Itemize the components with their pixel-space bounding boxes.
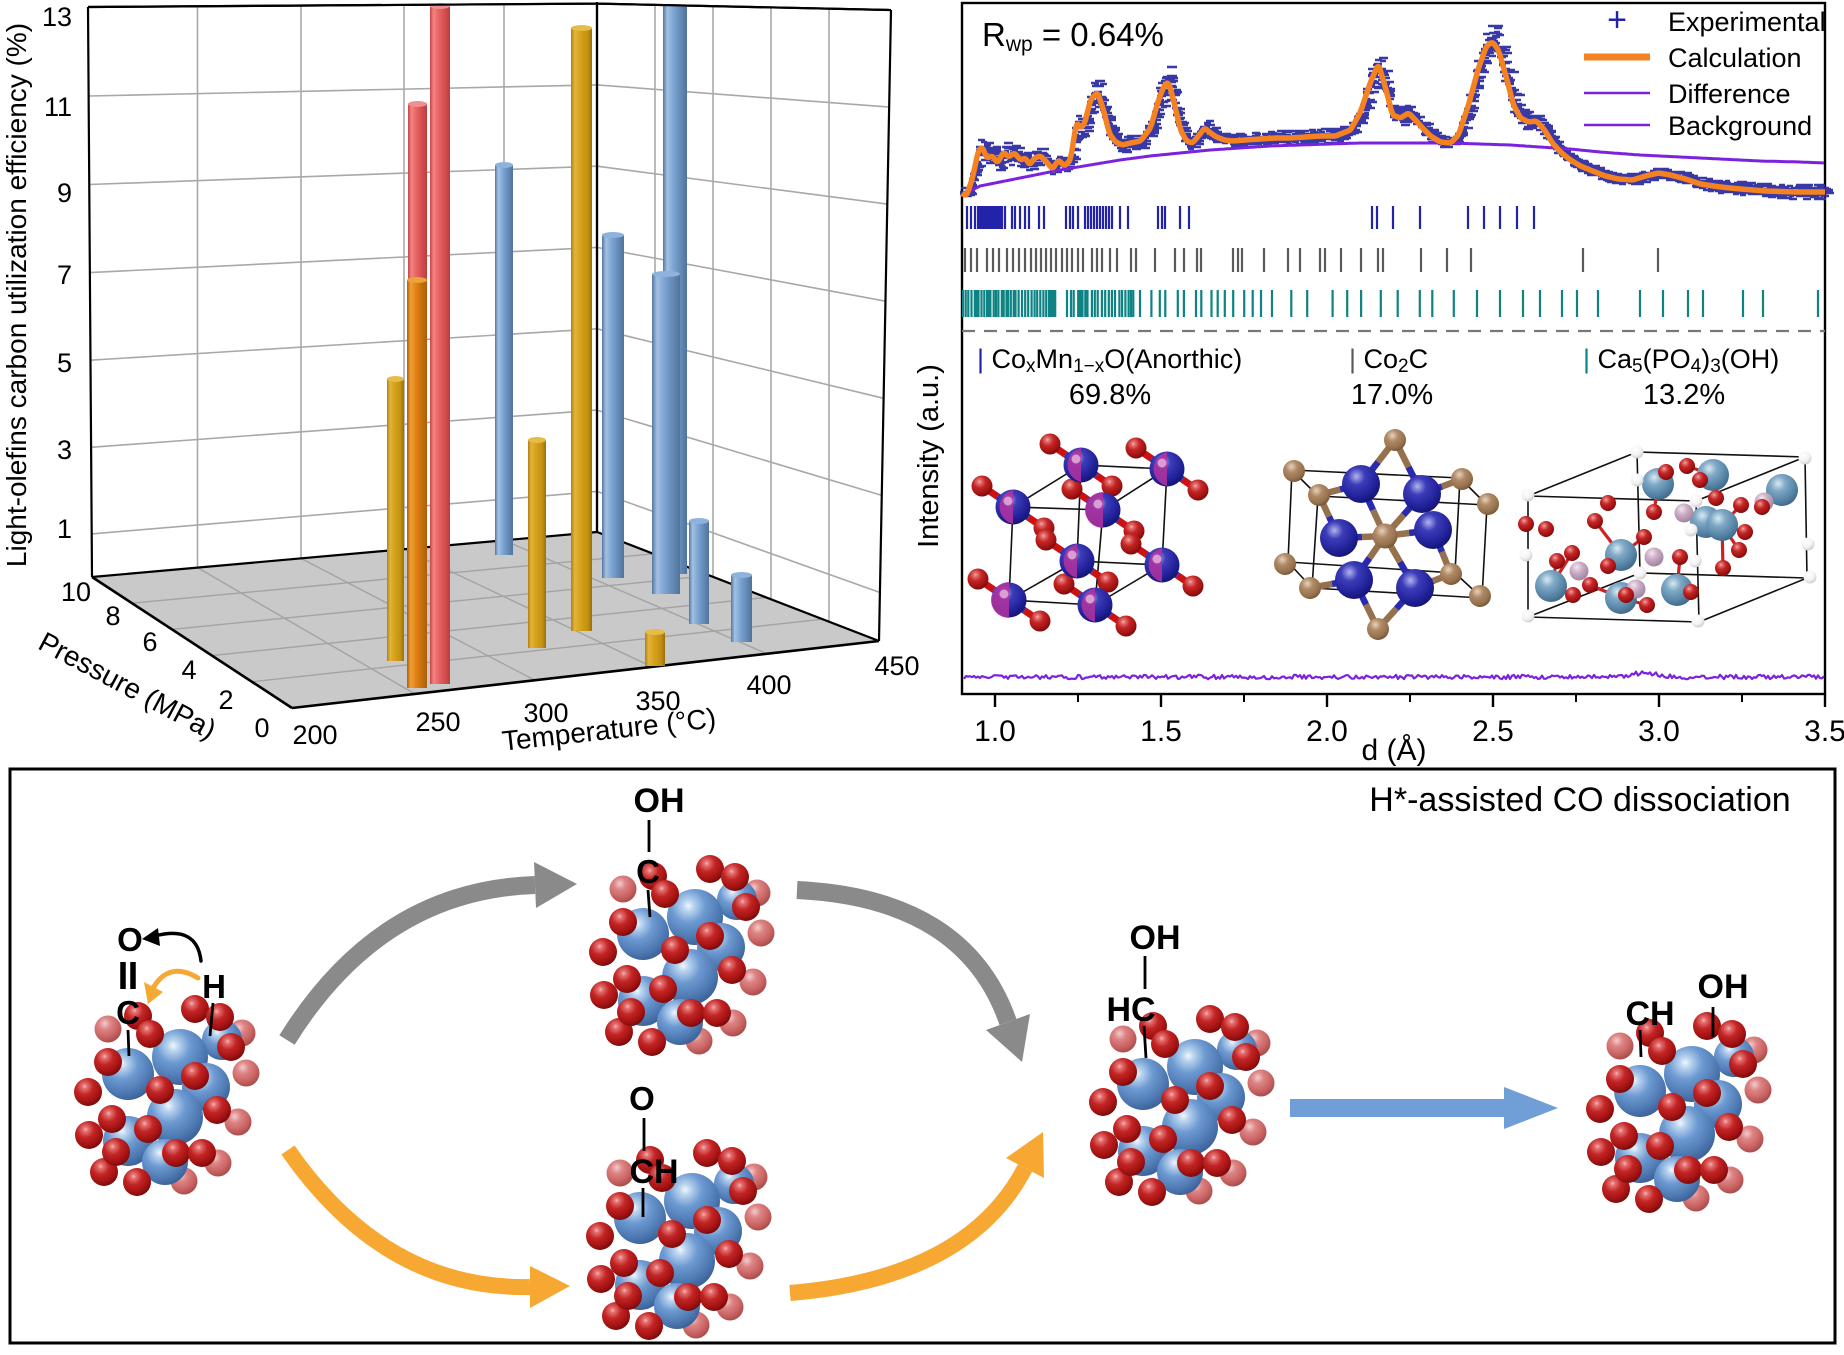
svg-text:2.5: 2.5 (1472, 715, 1514, 748)
svg-text:H: H (202, 968, 226, 1005)
svg-text:Experimental: Experimental (1668, 7, 1826, 37)
svg-text:+: + (1607, 1, 1627, 39)
svg-text:3: 3 (57, 435, 72, 465)
svg-text:CH: CH (1625, 995, 1674, 1033)
svg-text:O: O (117, 921, 143, 958)
svg-text:| Co2C: | Co2C (1349, 344, 1428, 377)
svg-text:11: 11 (44, 92, 72, 122)
svg-text:Calculation: Calculation (1668, 43, 1802, 73)
svg-text:Light-olefins carbon utilizati: Light-olefins carbon utilization efficie… (1, 23, 32, 567)
svg-text:9: 9 (57, 178, 72, 208)
svg-text:1: 1 (57, 514, 72, 544)
svg-text:7: 7 (57, 260, 72, 290)
svg-text:8: 8 (105, 601, 120, 631)
svg-text:OH: OH (1130, 919, 1181, 957)
svg-text:3.5: 3.5 (1804, 715, 1844, 748)
svg-text:17.0%: 17.0% (1351, 379, 1433, 411)
svg-text:300: 300 (523, 698, 568, 728)
svg-text:OH: OH (634, 782, 685, 820)
svg-text:1.0: 1.0 (974, 715, 1016, 748)
svg-text:13.2%: 13.2% (1643, 379, 1725, 411)
svg-text:Intensity (a.u.): Intensity (a.u.) (913, 364, 945, 548)
svg-text:CH: CH (629, 1153, 678, 1191)
svg-text:2.0: 2.0 (1306, 715, 1348, 748)
svg-text:5: 5 (57, 348, 72, 378)
svg-text:H*-assisted CO dissociation: H*-assisted CO dissociation (1369, 781, 1790, 819)
svg-text:O: O (629, 1080, 655, 1117)
svg-text:Difference: Difference (1668, 79, 1791, 109)
svg-text:200: 200 (292, 720, 337, 750)
svg-text:6: 6 (142, 627, 157, 657)
svg-text:4: 4 (181, 655, 196, 685)
svg-text:13: 13 (42, 2, 72, 32)
svg-text:2: 2 (218, 685, 233, 715)
svg-text:450: 450 (874, 651, 919, 681)
svg-text:C: C (636, 853, 660, 890)
svg-text:400: 400 (746, 670, 791, 700)
svg-text:10: 10 (61, 577, 91, 607)
svg-text:Background: Background (1668, 111, 1812, 141)
svg-text:0: 0 (254, 713, 269, 743)
svg-text:1.5: 1.5 (1140, 715, 1182, 748)
svg-text:250: 250 (415, 707, 460, 737)
svg-text:3.0: 3.0 (1638, 715, 1680, 748)
svg-text:350: 350 (635, 686, 680, 716)
svg-text:OH: OH (1698, 968, 1749, 1006)
svg-text:69.8%: 69.8% (1069, 379, 1151, 411)
svg-text:HC: HC (1106, 991, 1155, 1029)
svg-text:| CoxMn1−xO(Anorthic): | CoxMn1−xO(Anorthic) (977, 344, 1242, 377)
svg-text:| Ca5(PO4)3(OH): | Ca5(PO4)3(OH) (1583, 344, 1779, 377)
svg-text:C: C (116, 994, 140, 1031)
svg-text:d (Å): d (Å) (1361, 734, 1426, 767)
